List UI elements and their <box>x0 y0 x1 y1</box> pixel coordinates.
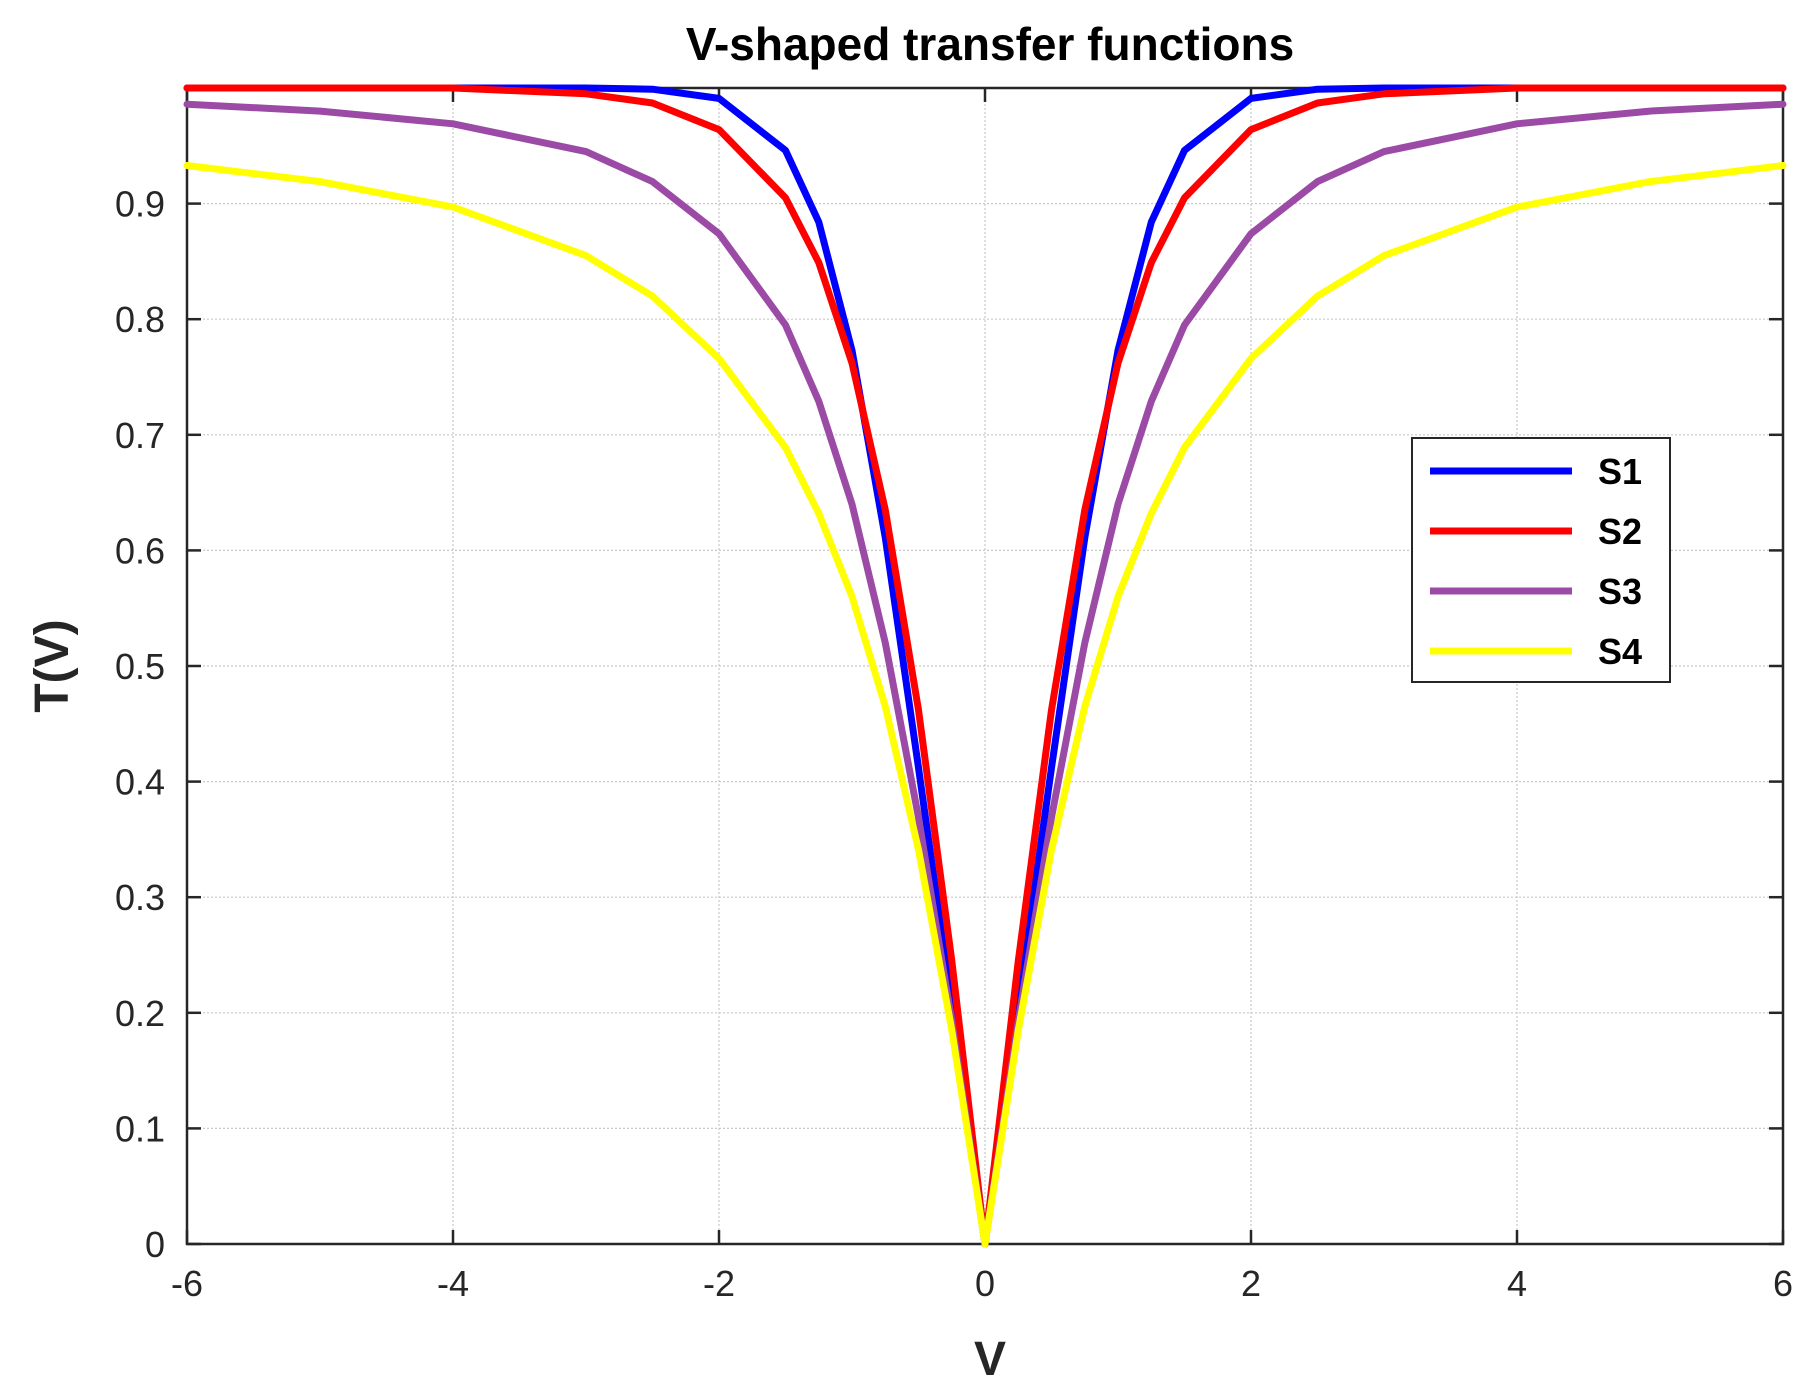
legend-label-s3: S3 <box>1598 571 1642 612</box>
y-tick-label: 0.8 <box>115 299 165 340</box>
legend-label-s4: S4 <box>1598 631 1642 672</box>
y-tick-label: 0.2 <box>115 993 165 1034</box>
y-tick-label: 0.1 <box>115 1108 165 1149</box>
x-tick-label: 2 <box>1241 1263 1261 1304</box>
legend-label-s1: S1 <box>1598 451 1642 492</box>
x-tick-label: -6 <box>171 1263 203 1304</box>
x-tick-labels: -6 -4 -2 0 2 4 6 <box>171 1263 1793 1304</box>
y-axis-label: T(V) <box>26 619 79 712</box>
y-tick-label: 0.7 <box>115 415 165 456</box>
y-tick-label: 0.6 <box>115 530 165 571</box>
series-lines <box>183 84 1787 1248</box>
legend-label-s2: S2 <box>1598 511 1642 552</box>
y-tick-label: 0 <box>145 1224 165 1265</box>
x-tick-label: -2 <box>703 1263 735 1304</box>
y-tick-label: 0.9 <box>115 184 165 225</box>
y-tick-label: 0.4 <box>115 762 165 803</box>
chart-title: V-shaped transfer functions <box>686 18 1294 70</box>
x-tick-label: 0 <box>975 1263 995 1304</box>
x-tick-label: -4 <box>437 1263 469 1304</box>
x-axis-label: V <box>974 1333 1006 1386</box>
legend-box <box>1411 437 1671 683</box>
x-tick-label: 4 <box>1507 1263 1527 1304</box>
x-tick-label: 6 <box>1773 1263 1793 1304</box>
series-line-s4 <box>183 162 1787 1248</box>
legend: S1 S2 S3 S4 <box>1411 437 1671 683</box>
y-tick-label: 0.3 <box>115 877 165 918</box>
y-tick-label: 0.5 <box>115 646 165 687</box>
y-tick-labels: 0 0.1 0.2 0.3 0.4 0.5 0.6 0.7 0.8 0.9 <box>115 184 165 1265</box>
